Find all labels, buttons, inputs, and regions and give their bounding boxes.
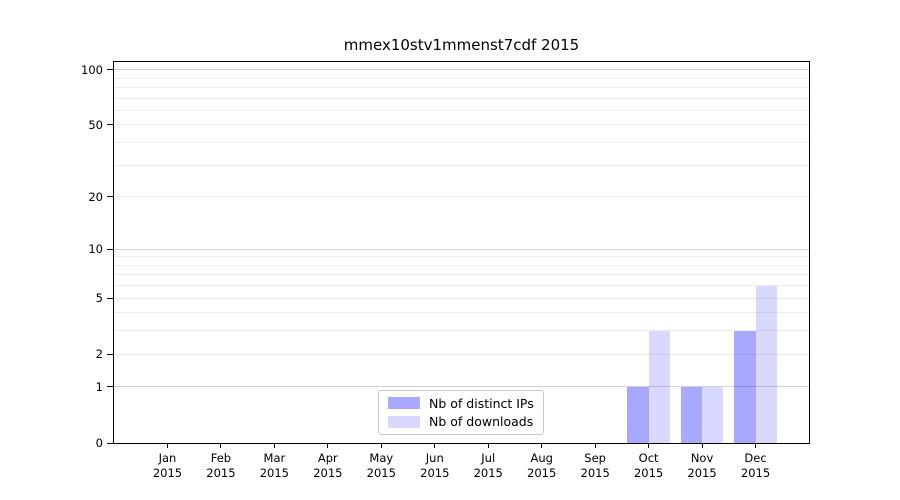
- y-tick-mark: [107, 353, 113, 355]
- x-tick-mark: [380, 443, 382, 448]
- x-tick-mark: [273, 443, 275, 448]
- gridline-minor: [114, 77, 809, 79]
- x-tick-mark: [434, 443, 436, 448]
- legend-item-downloads: Nb of downloads: [388, 414, 537, 429]
- x-tick-label: Mar 2015: [259, 451, 290, 480]
- x-tick-label: Oct 2015: [633, 451, 664, 480]
- gridline-minor: [114, 274, 809, 276]
- gridline-minor: [114, 297, 809, 299]
- plot-area: [113, 61, 810, 444]
- gridline-minor: [114, 312, 809, 314]
- gridline-minor: [114, 86, 809, 88]
- gridline-minor: [114, 285, 809, 287]
- x-tick-label: Jan 2015: [152, 451, 183, 480]
- x-tick-label: Apr 2015: [313, 451, 343, 480]
- gridline-minor: [114, 353, 809, 355]
- legend-label-downloads: Nb of downloads: [429, 414, 534, 430]
- gridline-minor: [114, 264, 809, 266]
- x-tick-label: Aug 2015: [527, 451, 557, 480]
- x-tick-mark: [594, 443, 596, 448]
- gridline-minor: [114, 164, 809, 166]
- y-tick-mark: [107, 297, 113, 299]
- x-tick-label: Jul 2015: [473, 451, 503, 480]
- x-tick-mark: [541, 443, 543, 448]
- y-tick-label: 0: [95, 436, 103, 450]
- gridline-minor: [114, 142, 809, 144]
- x-tick-label: Feb 2015: [206, 451, 236, 480]
- gridline-minor: [114, 256, 809, 258]
- gridline-major: [114, 248, 809, 250]
- y-tick-label: 5: [95, 291, 103, 306]
- gridline-major: [114, 386, 809, 388]
- legend: Nb of distinct IPs Nb of downloads: [378, 390, 544, 435]
- x-tick-label: May 2015: [366, 451, 396, 480]
- gridline-minor: [114, 109, 809, 111]
- y-tick-mark: [107, 69, 113, 71]
- y-tick-mark: [107, 442, 113, 444]
- y-tick-label: 50: [88, 117, 103, 132]
- gridline-minor: [114, 330, 809, 332]
- gridline-major: [114, 69, 809, 71]
- x-tick-label: Dec 2015: [740, 451, 771, 480]
- chart-title: mmex10stv1mmenst7cdf 2015: [343, 36, 580, 54]
- x-tick-label: Sep 2015: [580, 451, 610, 480]
- bar-downloads-nov: [702, 386, 724, 443]
- bar-distinct-ips-dec: [734, 330, 756, 443]
- bar-downloads-dec: [755, 285, 777, 443]
- y-tick-label: 1: [95, 379, 103, 394]
- x-tick-label: Nov 2015: [687, 451, 717, 480]
- bar-downloads-oct: [648, 330, 670, 443]
- x-tick-mark: [220, 443, 222, 448]
- y-tick-label: 2: [95, 347, 103, 362]
- y-tick-mark: [107, 124, 113, 126]
- x-tick-label: Jun 2015: [420, 451, 450, 480]
- legend-swatch-distinct-ips: [388, 397, 420, 410]
- x-tick-mark: [701, 443, 703, 448]
- y-tick-mark: [107, 386, 113, 388]
- y-tick-label: 20: [88, 189, 103, 204]
- legend-label-distinct-ips: Nb of distinct IPs: [429, 395, 534, 411]
- y-tick-mark: [107, 196, 113, 198]
- x-tick-mark: [166, 443, 168, 448]
- bar-distinct-ips-nov: [680, 386, 703, 443]
- legend-swatch-downloads: [388, 415, 420, 428]
- x-tick-mark: [648, 443, 650, 448]
- gridline-minor: [114, 97, 809, 99]
- x-tick-mark: [327, 443, 329, 448]
- gridline-minor: [114, 196, 809, 198]
- y-tick-label: 100: [81, 62, 103, 77]
- y-tick-label: 10: [88, 242, 103, 256]
- bar-distinct-ips-oct: [627, 386, 649, 443]
- legend-item-distinct-ips: Nb of distinct IPs: [388, 396, 537, 411]
- x-tick-mark: [487, 443, 489, 448]
- y-tick-mark: [107, 248, 113, 250]
- gridline-minor: [114, 124, 809, 126]
- x-tick-mark: [755, 443, 757, 448]
